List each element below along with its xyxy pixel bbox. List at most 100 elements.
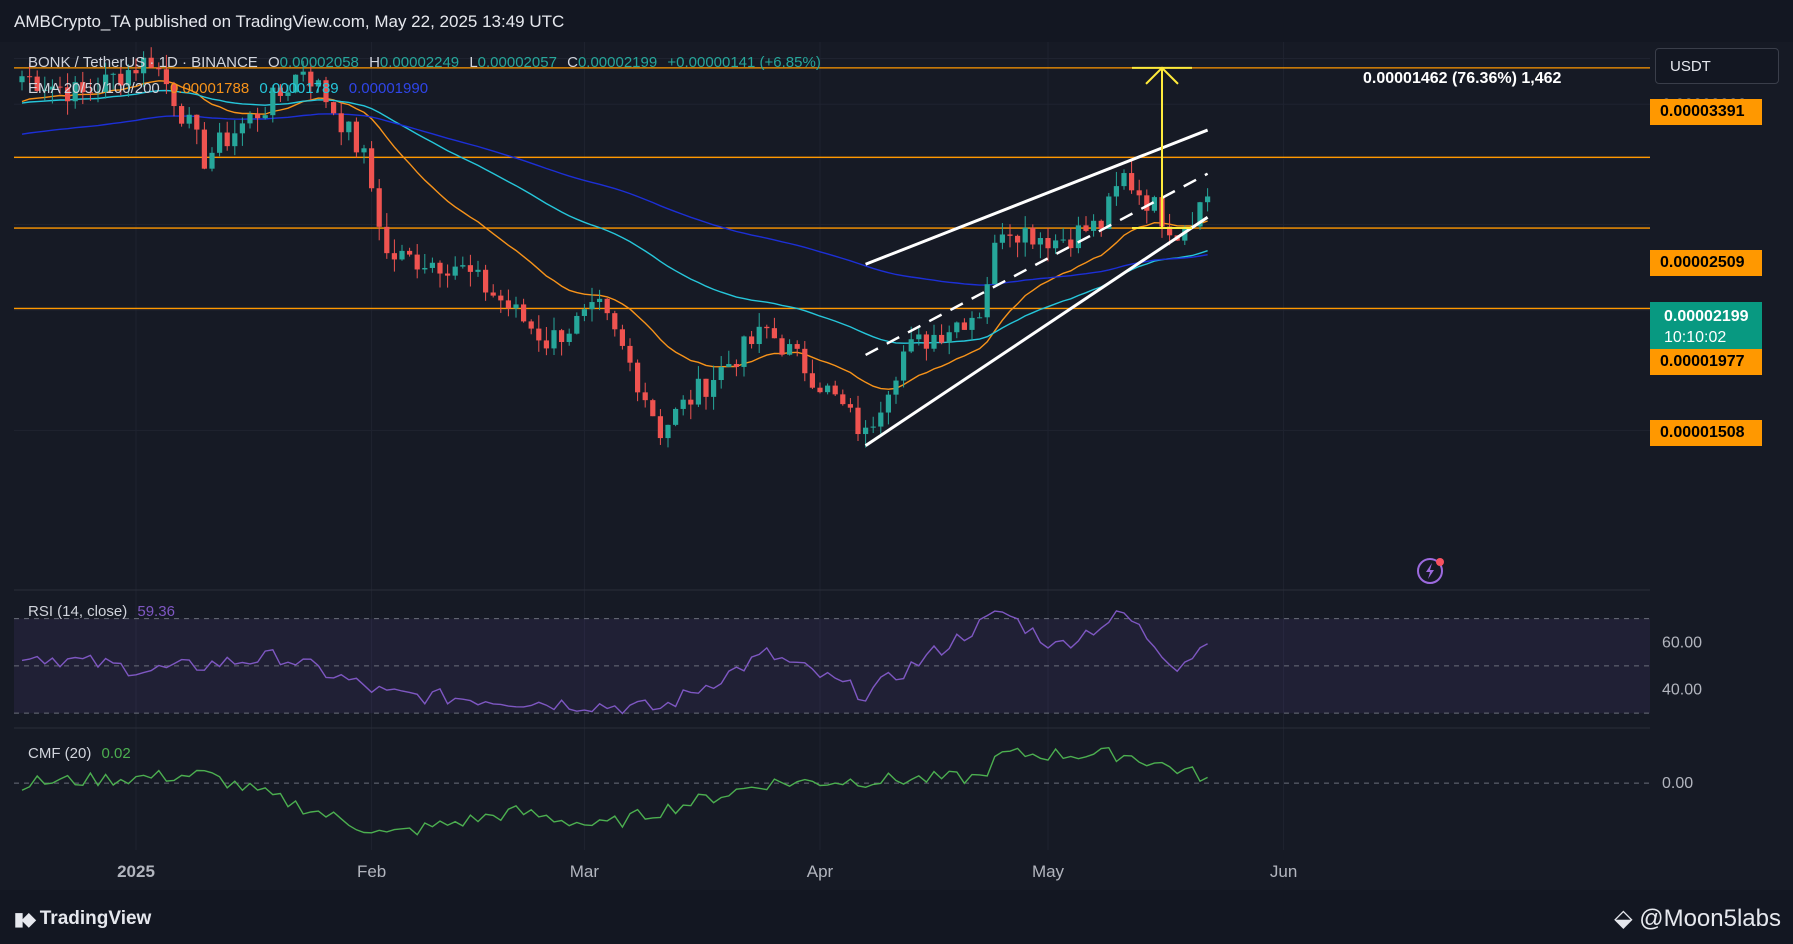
candle-body [581,309,587,316]
publish-header: AMBCrypto_TA published on TradingView.co… [0,0,1793,42]
candle-body [201,129,207,169]
candle-body [809,373,815,388]
candle-body [1106,196,1112,229]
ema50-value: 0.00001789 [259,80,339,97]
candle-body [118,73,124,86]
candle-body [163,69,169,85]
candle-body [688,399,694,405]
ema-lines [21,80,1208,390]
candle-body [103,74,109,92]
candle-body [847,404,853,408]
candle-body [315,80,321,87]
candle-body [741,336,747,367]
candle-body [703,378,709,397]
candle-body [1205,196,1211,203]
candle-body [635,362,641,393]
candle-body [247,113,253,124]
candle-body [893,380,899,395]
candle-body [969,317,975,330]
candle-body [270,87,276,116]
candle-body [779,338,785,355]
tradingview-logo[interactable]: ▮◆ TradingView [14,908,151,930]
candle-body [931,334,937,349]
watermark-text: @Moon5labs [1639,905,1781,932]
candle-body [34,76,40,91]
candle-body [589,302,595,310]
candle-body [521,304,527,322]
candle-body [711,380,717,397]
alert-icon[interactable] [1416,555,1448,587]
candle-body [566,333,572,343]
ema-label[interactable]: EMA 20/50/100/200 [28,80,160,97]
candle-body [323,80,329,103]
ema20-value: 0.00001788 [169,80,250,97]
candle-body [156,67,162,70]
candle-body [612,313,618,330]
cmf-tick-label: 0.00 [1662,775,1693,792]
symbol-title[interactable]: BONK / TetherUS · 1D · BINANCE [28,54,258,71]
rsi-tick-label: 60.00 [1662,634,1702,651]
candle-body [232,133,238,147]
candle-body [346,121,352,133]
candle-body [1037,237,1043,245]
level-tag-r1: 0.00003391 [1650,99,1762,125]
candle-body [1075,225,1081,249]
candle-body [19,76,25,83]
candle-body [353,121,359,153]
candle-body [528,321,534,329]
level-tag-s1: 0.00001977 [1650,349,1762,375]
time-tick-label: Mar [570,862,600,881]
candle-body [391,253,397,260]
candle-body [483,269,489,293]
candle-body [718,366,724,381]
current-price: 0.00002199 [1664,308,1749,325]
candle-body [923,334,929,349]
candle-body [445,273,451,276]
candle-body [110,73,116,75]
ema-legend[interactable]: EMA 20/50/100/200 0.00001788 0.00001789 … [28,80,434,97]
candle-body [1007,234,1013,236]
candle-body [695,378,701,405]
rsi-legend[interactable]: RSI (14, close) 59.36 [28,603,181,620]
candle-body [300,71,306,75]
candle-body [467,265,473,272]
symbol-legend[interactable]: BONK / TetherUS · 1D · BINANCE O0.000020… [28,54,827,71]
time-tick-label: Apr [807,862,834,881]
candle-body [490,292,496,296]
candle-body [1053,240,1059,249]
currency-button[interactable]: USDT [1655,48,1779,84]
candle-body [908,339,914,352]
candle-body [1182,228,1188,241]
cmf-legend[interactable]: CMF (20) 0.02 [28,745,137,762]
candle-body [756,326,762,345]
candle-body [863,427,869,435]
time-tick-label: Jun [1270,862,1297,881]
candle-body [916,334,922,340]
close-label: C [567,54,578,71]
candle-body [832,385,838,395]
footer-bar [0,890,1793,944]
candle-body [1060,239,1066,241]
candle-body [954,322,960,333]
candle-body [87,92,93,94]
candle-body [939,334,945,343]
candle-body [536,328,542,341]
level-tag-s2: 0.00001508 [1650,420,1762,446]
candle-body [262,115,268,119]
candle-body [1113,186,1119,197]
candle-body [1083,225,1089,231]
candle-body [437,262,443,274]
candle-body [999,234,1005,243]
close-value: 0.00002199 [577,54,658,71]
ema100-value: 0.00001990 [348,80,429,97]
candle-body [27,76,33,78]
candle-body [817,387,823,393]
candle-body [840,394,846,405]
target-projection [1132,66,1192,230]
rsi-label[interactable]: RSI (14, close) [28,603,128,620]
candle-body [498,295,504,301]
publish-info: AMBCrypto_TA published on TradingView.co… [14,12,565,31]
candle-body [65,87,71,102]
cmf-label[interactable]: CMF (20) [28,745,92,762]
